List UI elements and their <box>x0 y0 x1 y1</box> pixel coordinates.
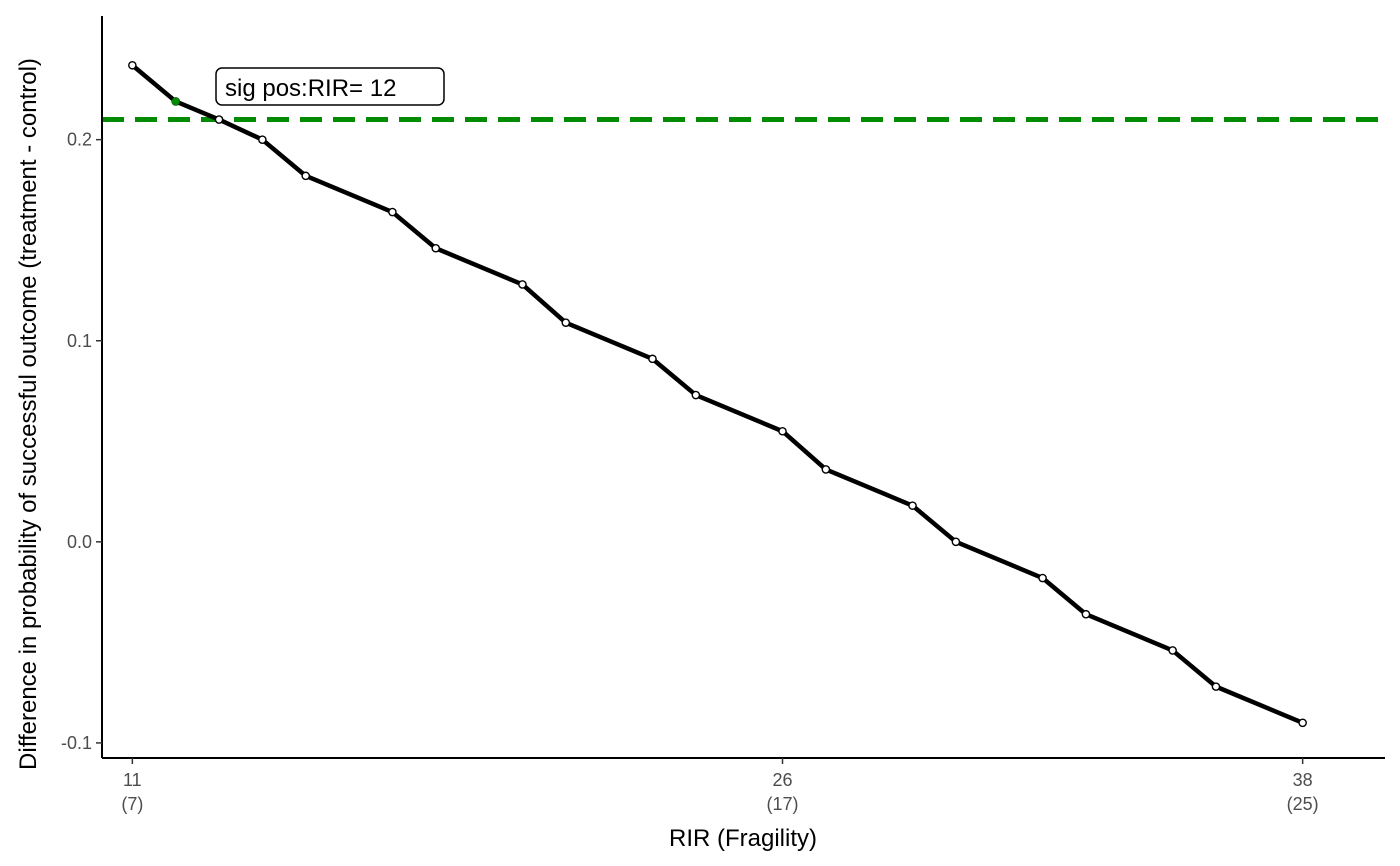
data-point <box>821 465 831 474</box>
data-point <box>908 501 917 510</box>
data-point <box>1298 718 1307 728</box>
data-point <box>301 171 311 181</box>
x-tick-label: 26 <box>772 770 792 790</box>
annotation-label: sig pos:RIR= 12 <box>225 75 396 102</box>
data-point <box>388 207 397 217</box>
data-point <box>1211 682 1221 691</box>
data-point <box>214 115 224 124</box>
highlight-point <box>171 97 180 106</box>
data-point <box>951 537 961 547</box>
x-axis-title: RIR (Fragility) <box>669 825 817 852</box>
y-tick-label: 0.2 <box>67 130 92 150</box>
y-axis-title: Difference in probability of successful … <box>15 58 42 770</box>
x-tick-label: 38 <box>1293 770 1313 790</box>
data-point <box>561 318 571 327</box>
data-point <box>258 135 267 144</box>
x-tick-sublabel: (17) <box>767 794 799 814</box>
data-point <box>518 280 527 289</box>
y-tick-label: 0.0 <box>67 532 92 552</box>
x-tick-sublabel: (7) <box>121 794 143 814</box>
data-point <box>691 390 701 400</box>
data-point <box>1168 646 1177 655</box>
data-point <box>778 426 787 436</box>
x-tick-sublabel: (25) <box>1287 794 1319 814</box>
data-point <box>648 354 657 364</box>
annotation-box <box>215 67 445 106</box>
y-tick-label: 0.1 <box>67 331 92 351</box>
series-line <box>130 63 1304 725</box>
data-point <box>1038 573 1047 583</box>
data-point <box>1081 609 1091 619</box>
data-point <box>128 60 137 70</box>
data-point <box>431 243 441 253</box>
y-tick-label: -0.1 <box>61 733 92 753</box>
x-tick-label: 11 <box>123 770 142 790</box>
